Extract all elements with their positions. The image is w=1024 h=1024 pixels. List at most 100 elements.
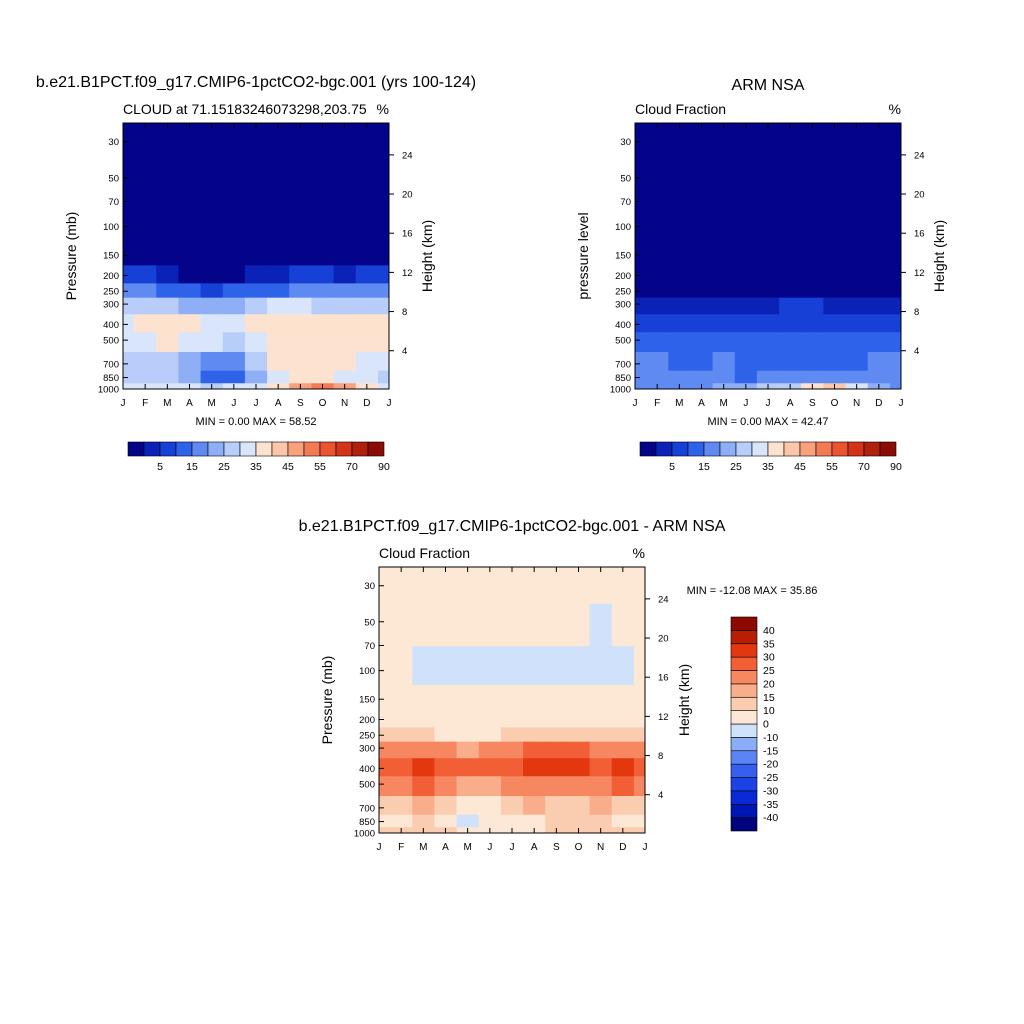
contour-cell <box>178 240 202 266</box>
contour-cell <box>646 332 669 353</box>
contour-cell <box>779 332 802 353</box>
contour-cell <box>355 351 379 372</box>
y-right-tick-label: 24 <box>658 594 669 605</box>
contour-cell <box>456 814 480 828</box>
panel-units: % <box>889 101 901 117</box>
contour-cell <box>756 314 780 333</box>
contour-cell <box>178 370 202 384</box>
contour-cell <box>635 297 647 315</box>
contour-cell <box>633 603 645 647</box>
y-tick-label: 70 <box>620 197 631 208</box>
contour-cell <box>633 827 645 833</box>
contour-cell <box>434 814 458 828</box>
contour-cell <box>178 297 202 315</box>
y-tick-label: 850 <box>103 373 119 384</box>
contour-cell <box>123 240 135 266</box>
contour-cell <box>434 709 458 728</box>
contour-cell <box>756 297 780 315</box>
contour-cell <box>589 567 613 605</box>
x-tick-label: A <box>531 842 538 853</box>
contour-cell <box>333 332 357 353</box>
contour-cell <box>690 265 714 284</box>
contour-cell <box>377 370 389 384</box>
contour-cell <box>779 283 802 299</box>
contour-cell <box>567 776 591 797</box>
contour-cell <box>244 314 268 333</box>
contour-cell <box>734 370 758 384</box>
y-right-tick-label: 12 <box>402 268 413 279</box>
x-tick-label: J <box>121 398 126 409</box>
contour-cell <box>311 332 335 353</box>
colorbar-swatch <box>831 441 849 457</box>
colorbar-label: 25 <box>763 665 775 677</box>
contour-cell <box>379 646 391 686</box>
contour-cell <box>823 332 847 353</box>
contour-cell <box>567 741 591 759</box>
colorbar-swatch <box>255 441 273 457</box>
contour-cell <box>222 202 246 242</box>
panel-subtitle: Cloud Fraction <box>635 101 726 117</box>
contour-cell <box>867 314 891 333</box>
contour-cell <box>734 297 758 315</box>
contour-cell <box>889 283 901 299</box>
contour-cell <box>289 283 313 299</box>
x-tick-label: J <box>643 842 648 853</box>
contour-cell <box>134 370 157 384</box>
contour-cell <box>412 709 436 728</box>
contour-cell <box>123 283 135 299</box>
contour-cell <box>545 709 569 728</box>
contour-cell <box>635 383 647 389</box>
contour-cell <box>823 159 847 203</box>
contour-cell <box>500 603 524 647</box>
contour-cell <box>333 159 357 203</box>
contour-cell <box>668 370 692 384</box>
contour-cell <box>712 351 736 372</box>
contour-cell <box>222 123 246 161</box>
contour-cell <box>377 297 389 315</box>
contour-cell <box>377 383 389 389</box>
contour-cell <box>412 727 436 743</box>
contour-cell <box>646 314 669 333</box>
y-tick-label: 30 <box>108 137 119 148</box>
contour-cell <box>178 123 202 161</box>
y-right-tick-label: 24 <box>914 150 925 161</box>
contour-cell <box>567 646 591 686</box>
colorbar-swatch <box>223 441 241 457</box>
x-tick-label: O <box>831 398 839 409</box>
colorbar-label: 25 <box>218 461 230 473</box>
contour-cell <box>668 240 692 266</box>
contour-cell <box>756 351 780 372</box>
axes: J F M A M J J A S O N D J 30 50 70 100 150 200 250 300 400 500… <box>354 567 669 853</box>
colorbar-label: 40 <box>763 625 775 637</box>
contour-cell <box>633 646 645 686</box>
y-tick-label: 300 <box>615 300 631 311</box>
contour-cell <box>200 314 224 333</box>
contour-cell <box>756 332 780 353</box>
colorbar-swatch <box>730 630 758 645</box>
y-right-tick-label: 4 <box>402 346 407 357</box>
contour-cell <box>289 332 313 353</box>
y-axis-label: pressure level <box>575 212 591 299</box>
contour-cell <box>267 370 290 384</box>
contour-cell <box>222 314 246 333</box>
y-tick-label: 150 <box>103 251 119 262</box>
contour-cell <box>134 297 157 315</box>
contour-cell <box>545 684 569 710</box>
contour-cell <box>712 159 736 203</box>
x-tick-label: S <box>809 398 816 409</box>
contour-cell <box>434 727 458 743</box>
contour-cell <box>801 370 825 384</box>
contour-cell <box>712 202 736 242</box>
contour-cell <box>756 159 780 203</box>
contour-cell <box>134 265 157 284</box>
contour-cell <box>867 332 891 353</box>
contour-cell <box>567 684 591 710</box>
colorbar-swatch <box>671 441 689 457</box>
colorbar-label: 15 <box>186 461 198 473</box>
contour-cell <box>845 265 869 284</box>
colorbar-swatch <box>730 750 758 765</box>
contour-cell <box>289 351 313 372</box>
y-right-tick-label: 16 <box>402 229 413 240</box>
contour-cell <box>379 709 391 728</box>
contour-cell <box>379 684 391 710</box>
